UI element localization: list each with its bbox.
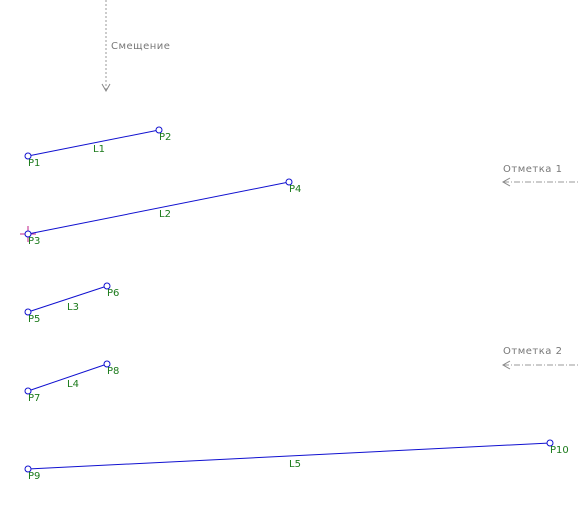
segment	[27, 442, 551, 470]
point-label: P3	[28, 236, 40, 247]
arrowhead	[501, 360, 511, 370]
point	[24, 230, 32, 238]
mark1-arrow	[501, 177, 580, 187]
offset-label: Смещение	[111, 41, 170, 52]
point	[285, 178, 293, 186]
mark1-label: Отметка 1	[503, 164, 562, 175]
point-label: P1	[28, 158, 40, 169]
point-label: P9	[28, 471, 40, 482]
line-label: L4	[67, 379, 79, 390]
offset-arrow	[101, 0, 111, 93]
segment	[27, 363, 108, 392]
segment	[27, 285, 108, 313]
point	[103, 360, 111, 368]
point	[24, 152, 32, 160]
mark2-arrow	[501, 360, 580, 370]
point	[155, 126, 163, 134]
point-label: P2	[159, 132, 171, 143]
segment	[27, 129, 160, 157]
arrowhead	[501, 177, 511, 187]
point	[103, 282, 111, 290]
point-label: P5	[28, 314, 40, 325]
point-label: P4	[289, 184, 301, 195]
point	[24, 387, 32, 395]
mark2-label: Отметка 2	[503, 346, 562, 357]
line-label: L1	[93, 144, 105, 155]
point-label: P10	[550, 445, 569, 456]
line-label: L2	[159, 209, 171, 220]
point-label: P7	[28, 393, 40, 404]
point	[24, 465, 32, 473]
point	[24, 308, 32, 316]
segment	[27, 181, 290, 235]
line-label: L5	[289, 459, 301, 470]
point	[546, 439, 554, 447]
line-label: L3	[67, 302, 79, 313]
point-label: P8	[107, 366, 119, 377]
point-label: P6	[107, 288, 119, 299]
arrowhead	[101, 83, 111, 93]
